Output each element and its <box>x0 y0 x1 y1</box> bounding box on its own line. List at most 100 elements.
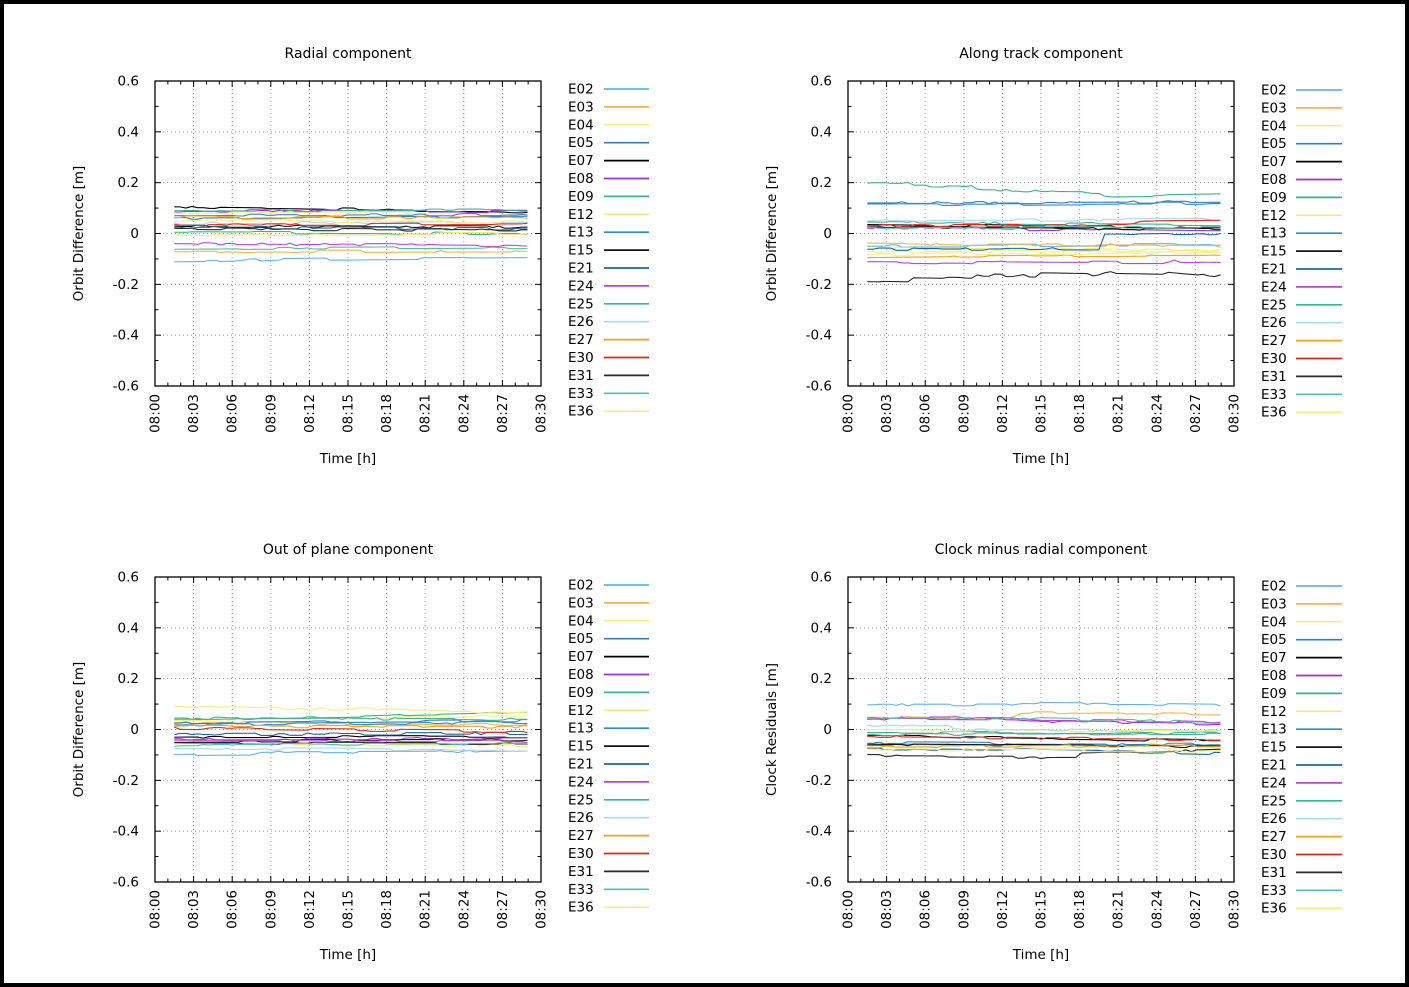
x-tick-label: 08:03 <box>186 890 202 929</box>
x-tick-label: 08:12 <box>995 890 1011 929</box>
series-line-E36 <box>174 705 528 714</box>
y-axis-label: Clock Residuals [m] <box>764 663 780 796</box>
x-tick-label: 08:09 <box>263 394 279 433</box>
legend-label-E12: E12 <box>568 703 594 719</box>
x-tick-label: 08:09 <box>263 890 279 929</box>
x-tick-label: 08:30 <box>1227 890 1243 929</box>
legend-label-E27: E27 <box>1261 829 1287 845</box>
y-tick-label: -0.2 <box>806 277 832 293</box>
series-line-E27 <box>867 254 1221 259</box>
y-tick-label: -0.2 <box>113 277 139 293</box>
legend-label-E21: E21 <box>568 261 594 277</box>
x-tick-label: 08:00 <box>148 890 164 929</box>
legend-label-E09: E09 <box>568 685 594 701</box>
legend-label-E31: E31 <box>1261 369 1287 385</box>
series-line-E31 <box>867 271 1221 283</box>
legend-label-E26: E26 <box>568 810 594 826</box>
legend-label-E05: E05 <box>568 135 594 151</box>
series-line-E26 <box>174 747 528 752</box>
chart-title: Out of plane component <box>263 542 434 558</box>
x-tick-label: 08:30 <box>534 890 550 929</box>
y-tick-label: 0.2 <box>118 671 139 687</box>
x-tick-label: 08:24 <box>456 890 472 929</box>
y-tick-label: -0.4 <box>113 328 139 344</box>
series-line-E02 <box>867 701 1221 707</box>
series-line-E30 <box>174 222 528 227</box>
legend-label-E04: E04 <box>568 613 594 629</box>
series-line-E24 <box>867 259 1221 265</box>
legend-label-E09: E09 <box>568 189 594 205</box>
legend-label-E15: E15 <box>568 739 594 755</box>
legend-label-E03: E03 <box>1261 596 1287 612</box>
legend-label-E02: E02 <box>568 578 594 594</box>
y-tick-label: 0.2 <box>118 175 139 191</box>
x-tick-label: 08:03 <box>879 394 895 433</box>
series-line-E36 <box>174 219 528 224</box>
series-line-E13 <box>867 201 1221 206</box>
x-tick-label: 08:12 <box>995 394 1011 433</box>
y-tick-label: -0.6 <box>806 875 832 891</box>
series-line-E21 <box>174 731 528 737</box>
legend-label-E21: E21 <box>1261 758 1287 774</box>
x-tick-label: 08:03 <box>879 890 895 929</box>
y-tick-label: 0.4 <box>118 620 139 636</box>
y-tick-label: 0.6 <box>811 74 832 90</box>
legend-label-E04: E04 <box>568 117 594 133</box>
x-tick-label: 08:27 <box>495 394 511 433</box>
series-line-E07 <box>174 735 528 739</box>
series-line-E24 <box>174 242 528 247</box>
legend-label-E24: E24 <box>568 278 594 294</box>
y-tick-label: 0.6 <box>811 570 832 586</box>
legend-label-E24: E24 <box>1261 775 1287 791</box>
legend-label-E36: E36 <box>568 900 594 916</box>
y-tick-label: 0.2 <box>811 175 832 191</box>
y-axis-label: Orbit Difference [m] <box>71 166 87 302</box>
x-tick-label: 08:03 <box>186 394 202 433</box>
legend-label-E12: E12 <box>1261 704 1287 720</box>
series-line-E09 <box>174 230 528 236</box>
series-line-E24 <box>174 739 528 744</box>
series-line-E31 <box>174 741 528 745</box>
x-tick-label: 08:21 <box>1111 394 1127 433</box>
series-line-E13 <box>174 212 528 217</box>
series-line-E36 <box>867 748 1221 753</box>
y-tick-label: 0.6 <box>118 570 139 586</box>
legend-label-E03: E03 <box>568 99 594 115</box>
legend-label-E25: E25 <box>1261 297 1287 313</box>
chart-title: Along track component <box>959 46 1123 62</box>
legend-label-E15: E15 <box>1261 740 1287 756</box>
series-line-E13 <box>174 720 528 727</box>
legend-label-E07: E07 <box>568 153 594 169</box>
y-tick-label: -0.4 <box>806 328 832 344</box>
y-tick-label: 0 <box>130 226 139 242</box>
series-line-E36 <box>867 250 1221 257</box>
series-line-E02 <box>174 256 528 263</box>
x-tick-label: 08:15 <box>1034 394 1050 433</box>
legend-label-E07: E07 <box>1261 154 1287 170</box>
y-tick-label: -0.4 <box>113 824 139 840</box>
series-line-E07 <box>174 205 528 214</box>
y-tick-label: -0.2 <box>806 773 832 789</box>
charts-canvas: 0.6 0.4 0.2 0 -0.2 -0.4 -0.6 08:00 08:03 08:06 08:… <box>71 46 1342 963</box>
legend-label-E13: E13 <box>1261 226 1287 242</box>
x-tick-label: 08:24 <box>456 394 472 433</box>
series-line-E04 <box>867 744 1221 749</box>
legend-label-E02: E02 <box>1261 83 1287 99</box>
x-tick-label: 08:21 <box>418 890 434 929</box>
legend-label-E07: E07 <box>568 649 594 665</box>
series-line-E33 <box>867 225 1221 230</box>
x-tick-label: 08:21 <box>418 394 434 433</box>
y-tick-label: 0 <box>823 226 832 242</box>
series-line-E31 <box>867 748 1221 760</box>
y-tick-label: -0.6 <box>113 379 139 395</box>
y-tick-label: 0.6 <box>118 74 139 90</box>
legend-label-E27: E27 <box>568 332 594 348</box>
legend-label-E33: E33 <box>568 882 594 898</box>
legend-label-E21: E21 <box>1261 262 1287 278</box>
legend-label-E24: E24 <box>568 774 594 790</box>
x-tick-label: 08:18 <box>1072 890 1088 929</box>
series-line-E27 <box>174 215 528 220</box>
x-tick-label: 08:24 <box>1149 890 1165 929</box>
y-tick-label: 0 <box>130 722 139 738</box>
legend-label-E30: E30 <box>568 350 594 366</box>
